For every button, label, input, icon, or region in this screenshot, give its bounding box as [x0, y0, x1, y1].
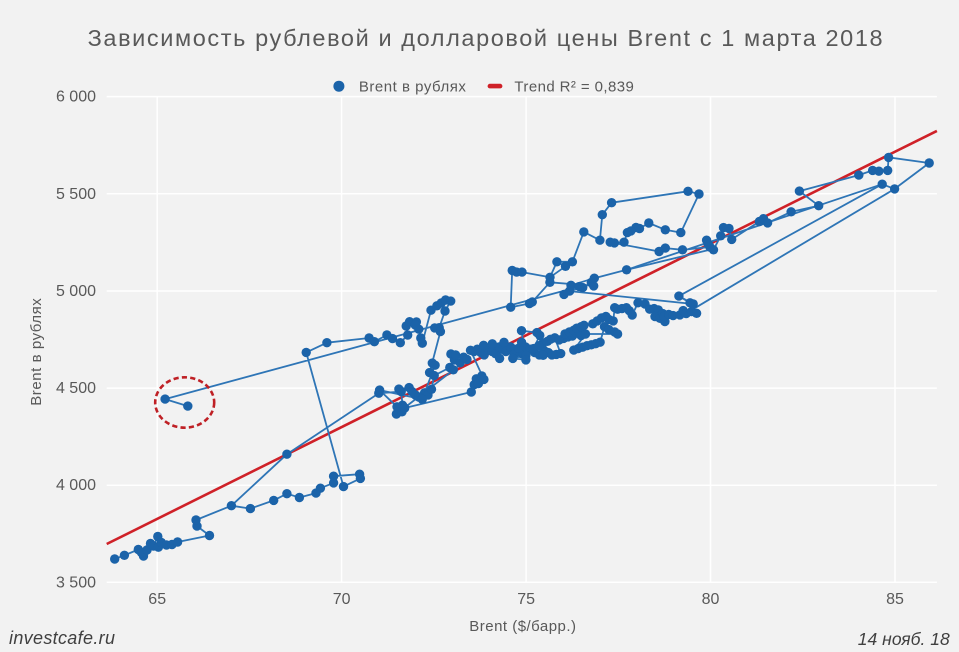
svg-text:Trend R² = 0,839: Trend R² = 0,839	[514, 78, 633, 95]
svg-text:6 000: 6 000	[56, 89, 96, 106]
svg-text:80: 80	[702, 591, 720, 608]
svg-text:4 500: 4 500	[56, 380, 96, 397]
svg-text:3 500: 3 500	[56, 574, 96, 591]
svg-text:14 нояб. 18: 14 нояб. 18	[858, 629, 950, 649]
svg-text:Brent ($/барр.): Brent ($/барр.)	[469, 618, 576, 635]
svg-text:investcafe.ru: investcafe.ru	[9, 628, 115, 648]
svg-text:Brent в рублях: Brent в рублях	[28, 298, 45, 406]
svg-text:70: 70	[333, 591, 351, 608]
svg-text:5 500: 5 500	[56, 186, 96, 203]
svg-text:85: 85	[886, 591, 904, 608]
svg-text:75: 75	[517, 591, 535, 608]
svg-text:5 000: 5 000	[56, 283, 96, 300]
svg-text:Зависимость рублевой и долларо: Зависимость рублевой и долларовой цены B…	[88, 25, 883, 51]
svg-text:4 000: 4 000	[56, 477, 96, 494]
svg-text:65: 65	[148, 591, 166, 608]
svg-text:Brent в рублях: Brent в рублях	[359, 78, 467, 95]
